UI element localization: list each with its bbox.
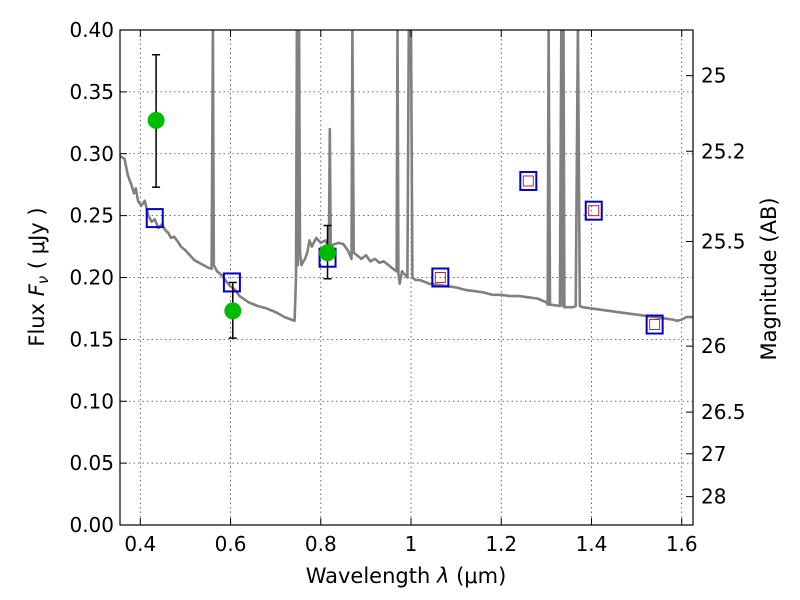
y2-tick-label: 27 — [701, 442, 726, 466]
y2-tick-label: 26.5 — [701, 400, 746, 424]
y-tick-label: 0.25 — [69, 204, 114, 228]
y2-tick-label: 25 — [701, 64, 726, 88]
small-square — [434, 272, 446, 283]
model-square — [431, 267, 450, 288]
model-square — [222, 272, 241, 293]
x-tick-label: 0.4 — [124, 532, 156, 556]
model-square — [145, 208, 164, 229]
observed-point — [319, 244, 337, 262]
y2-axis-label: Magnitude (AB) — [757, 197, 781, 360]
y2-tick-label: 28 — [701, 485, 726, 509]
spectrum-layer — [120, 30, 693, 323]
y-tick-label: 0.10 — [69, 389, 114, 413]
x-axis-label: Wavelength λ (μm) — [306, 564, 507, 588]
small-square — [649, 319, 661, 331]
y2-tick-label: 25.5 — [701, 229, 746, 253]
y-tick-label: 0.35 — [69, 80, 114, 104]
y2-tick-label: 26 — [701, 334, 726, 358]
model-square — [519, 170, 538, 191]
x-tick-label: 1.4 — [576, 532, 608, 556]
y-tick-label: 0.00 — [69, 513, 114, 537]
x-tick-label: 1.6 — [666, 532, 698, 556]
x-tick-label: 0.6 — [215, 532, 247, 556]
y-tick-label: 0.15 — [69, 327, 114, 351]
observed-point — [224, 302, 242, 320]
small-square — [522, 175, 534, 187]
small-square — [588, 205, 600, 217]
y2-tick-label: 25.2 — [701, 139, 746, 163]
y-axis-label: Flux Fν ( μJy ) — [25, 207, 52, 346]
y-tick-label: 0.40 — [69, 18, 114, 42]
y-tick-label: 0.05 — [69, 451, 114, 475]
marker-layer — [145, 54, 664, 339]
spectrum-line — [120, 30, 693, 323]
x-tick-label: 1.2 — [485, 532, 517, 556]
y-tick-label: 0.20 — [69, 266, 114, 290]
y-tick-label: 0.30 — [69, 142, 114, 166]
observed-point — [147, 111, 165, 129]
x-tick-label: 0.8 — [305, 532, 337, 556]
x-tick-label: 1 — [405, 532, 418, 556]
model-square — [584, 200, 603, 221]
tick-layer: 0.4 0.6 0.8 1 1.2 1.4 1.6 0.00 0.05 0.10 0.15 0.20 0… — [69, 18, 745, 556]
model-square — [645, 314, 664, 335]
